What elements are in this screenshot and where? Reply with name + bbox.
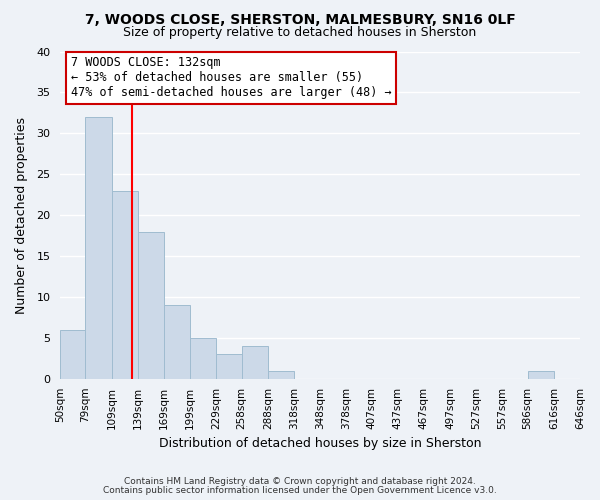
- Text: 7 WOODS CLOSE: 132sqm
← 53% of detached houses are smaller (55)
47% of semi-deta: 7 WOODS CLOSE: 132sqm ← 53% of detached …: [71, 56, 391, 100]
- Bar: [242, 346, 268, 379]
- Text: 7, WOODS CLOSE, SHERSTON, MALMESBURY, SN16 0LF: 7, WOODS CLOSE, SHERSTON, MALMESBURY, SN…: [85, 12, 515, 26]
- Text: Size of property relative to detached houses in Sherston: Size of property relative to detached ho…: [124, 26, 476, 39]
- Bar: [138, 232, 164, 379]
- Bar: [112, 190, 138, 379]
- Y-axis label: Number of detached properties: Number of detached properties: [15, 116, 28, 314]
- Text: Contains public sector information licensed under the Open Government Licence v3: Contains public sector information licen…: [103, 486, 497, 495]
- Bar: [217, 354, 242, 379]
- Bar: [268, 370, 294, 379]
- X-axis label: Distribution of detached houses by size in Sherston: Distribution of detached houses by size …: [159, 437, 481, 450]
- Text: Contains HM Land Registry data © Crown copyright and database right 2024.: Contains HM Land Registry data © Crown c…: [124, 477, 476, 486]
- Bar: [164, 305, 190, 379]
- Bar: [527, 370, 554, 379]
- Bar: [190, 338, 217, 379]
- Bar: [60, 330, 85, 379]
- Bar: [85, 117, 112, 379]
